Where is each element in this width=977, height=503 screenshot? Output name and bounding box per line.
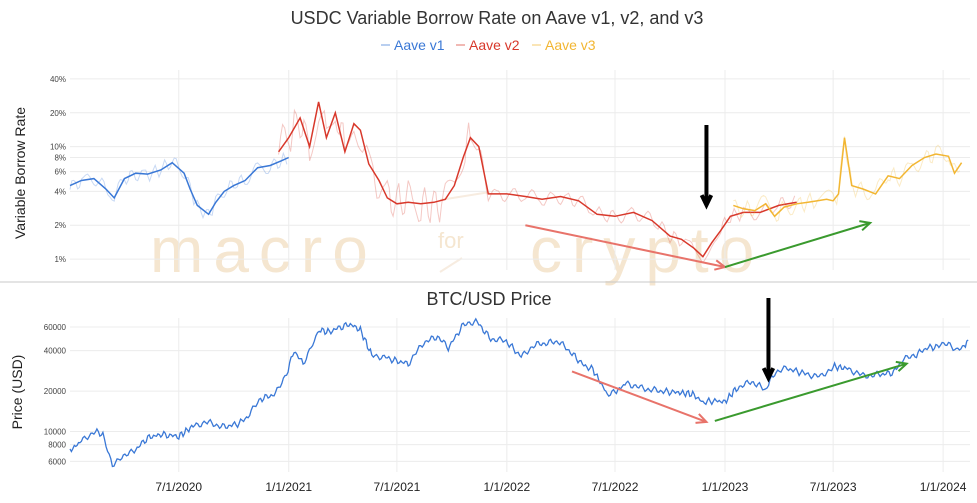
y-tick-label: 8000 xyxy=(48,441,66,450)
x-tick-label: 1/1/2023 xyxy=(702,480,749,494)
btc-price-chart: BTC/USD Price 60008000100002000040000600… xyxy=(9,289,970,494)
y-axis-ticks: 6000 8000 10000 20000 40000 60000 xyxy=(44,323,67,466)
y-axis-label: Price (USD) xyxy=(9,355,25,430)
annotation-arrow xyxy=(724,221,871,268)
legend-entry: Aave v3 xyxy=(545,37,596,53)
annotation-arrowhead xyxy=(695,413,709,424)
series-lines xyxy=(69,317,969,468)
annotation-arrowhead xyxy=(761,367,776,383)
y-tick-label: 8% xyxy=(54,154,66,163)
x-axis-ticks: 7/1/2020 1/1/2021 7/1/2021 1/1/2022 7/1/2022… xyxy=(155,480,966,494)
y-tick-label: 40% xyxy=(50,75,66,84)
annotation-arrow xyxy=(525,224,726,269)
legend-entry: Aave v1 xyxy=(394,37,445,53)
series-line xyxy=(69,317,969,468)
y-axis-ticks: 1% 2% 4% 6% 8% 10% 20% 40% xyxy=(50,75,66,264)
annotation-arrowhead xyxy=(699,194,714,210)
y-tick-label: 6000 xyxy=(48,457,66,466)
x-tick-label: 7/1/2023 xyxy=(810,480,857,494)
y-tick-label: 6% xyxy=(54,168,66,177)
chart-title: BTC/USD Price xyxy=(426,289,551,309)
grid xyxy=(70,70,970,270)
annotation-arrowhead xyxy=(895,360,909,372)
svg-text:for: for xyxy=(438,228,464,253)
y-tick-label: 2% xyxy=(54,221,66,230)
x-tick-label: 7/1/2020 xyxy=(155,480,202,494)
series-lines xyxy=(69,101,963,264)
annotations xyxy=(571,298,909,424)
series-line xyxy=(733,137,963,218)
x-tick-label: 7/1/2022 xyxy=(592,480,639,494)
y-tick-label: 60000 xyxy=(44,323,67,332)
x-tick-label: 1/1/2022 xyxy=(483,480,530,494)
annotation-arrow xyxy=(571,370,707,423)
series-line xyxy=(69,156,290,216)
watermark: macro for crypto xyxy=(150,191,754,286)
annotation-arrow xyxy=(714,362,907,422)
borrow-rate-chart: USDC Variable Borrow Rate on Aave v1, v2… xyxy=(12,8,970,271)
y-tick-label: 10000 xyxy=(44,428,67,437)
x-tick-label: 1/1/2021 xyxy=(265,480,312,494)
annotation-arrowhead xyxy=(714,259,728,271)
annotation-arrowhead xyxy=(859,220,873,232)
y-tick-label: 40000 xyxy=(44,347,67,356)
series-line xyxy=(277,101,797,258)
y-axis-label: Variable Borrow Rate xyxy=(12,107,28,239)
x-tick-label: 7/1/2021 xyxy=(374,480,421,494)
legend: Aave v1 Aave v2 Aave v3 xyxy=(381,37,596,53)
series-noise-band xyxy=(733,136,961,222)
y-tick-label: 4% xyxy=(54,187,66,196)
y-tick-label: 20% xyxy=(50,109,66,118)
legend-entry: Aave v2 xyxy=(469,37,520,53)
y-tick-label: 10% xyxy=(50,143,66,152)
x-tick-label: 1/1/2024 xyxy=(920,480,967,494)
grid xyxy=(70,318,970,472)
y-tick-label: 1% xyxy=(54,255,66,264)
chart-title: USDC Variable Borrow Rate on Aave v1, v2… xyxy=(291,8,704,28)
y-tick-label: 20000 xyxy=(44,387,67,396)
svg-text:macro: macro xyxy=(150,214,378,286)
annotations xyxy=(525,125,873,271)
